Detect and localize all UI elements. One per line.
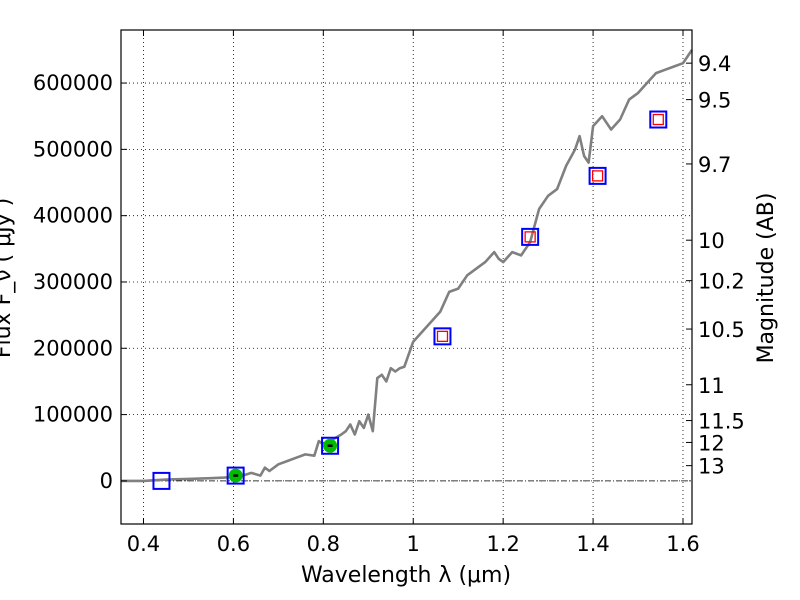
x-axis-ticks: 0.4 0.6 0.8 1 1.2 1.4 1.6 xyxy=(127,30,700,556)
x-tick-label: 0.8 xyxy=(307,532,340,556)
magnitude-tick-label: 9.7 xyxy=(698,153,731,177)
x-tick-label: 0.6 xyxy=(217,532,250,556)
y-axis-label: Flux F_ν ( μJy ) xyxy=(0,198,16,358)
red-square-point xyxy=(652,113,664,126)
magnitude-tick-label: 12 xyxy=(698,431,725,455)
magnitude-axis-label: Magnitude (AB) xyxy=(754,193,779,364)
x-tick-label: 0.4 xyxy=(127,532,160,556)
magnitude-tick-label: 10.2 xyxy=(698,270,745,294)
blue-square-point xyxy=(588,166,607,185)
x-axis-label: Wavelength λ (μm) xyxy=(301,563,511,588)
plot-area xyxy=(121,49,694,490)
y-tick-label: 400000 xyxy=(33,204,113,228)
x-tick-label: 1.4 xyxy=(576,532,609,556)
blue-square-point xyxy=(433,327,452,346)
y-tick-label: 100000 xyxy=(33,403,113,427)
spectrum-line xyxy=(121,49,694,483)
magnitude-tick-label: 11.5 xyxy=(698,410,745,434)
x-tick-label: 1 xyxy=(407,532,420,556)
plot-frame xyxy=(120,29,693,525)
x-tick-label: 1.6 xyxy=(666,532,699,556)
x-tick-label: 1.2 xyxy=(486,532,519,556)
gridlines xyxy=(121,30,692,524)
blue-square-point xyxy=(321,436,340,455)
y-tick-label: 300000 xyxy=(33,270,113,294)
magnitude-tick-label: 13 xyxy=(698,455,725,479)
magnitude-tick-label: 9.5 xyxy=(698,89,731,113)
magnitude-tick-label: 9.4 xyxy=(698,52,731,76)
blue-square-point xyxy=(152,471,171,490)
red-square-point xyxy=(436,330,449,342)
magnitude-tick-label: 10 xyxy=(698,229,725,253)
y-tick-label: 600000 xyxy=(33,71,113,95)
red-square-point xyxy=(591,170,604,182)
blue-square-point xyxy=(226,466,245,485)
red-square-point xyxy=(524,231,536,243)
y-tick-label: 200000 xyxy=(33,336,113,360)
magnitude-tick-label: 11 xyxy=(698,374,725,398)
y-tick-label: 500000 xyxy=(33,137,113,161)
blue-square-point xyxy=(521,227,540,246)
blue-square-point xyxy=(649,110,668,129)
y-axis-ticks: 0 100000 200000 300000 400000 500000 600000 xyxy=(33,71,127,493)
y-tick-label: 0 xyxy=(100,469,113,493)
magnitude-tick-label: 10.5 xyxy=(698,318,745,342)
